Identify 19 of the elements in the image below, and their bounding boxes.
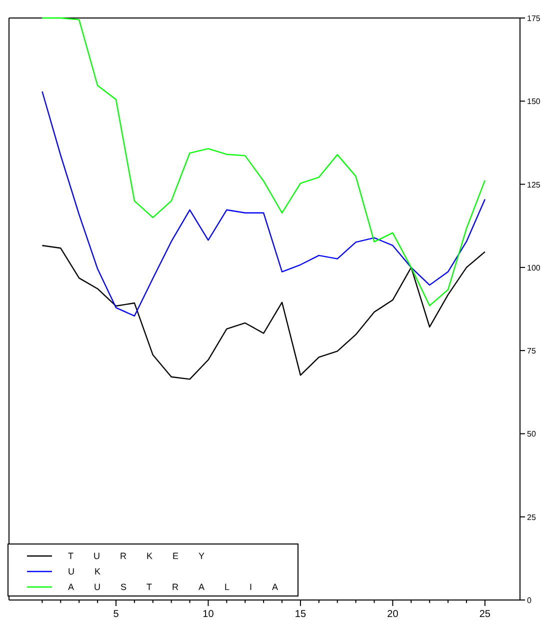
y-tick-label: 0: [527, 596, 532, 605]
y-tick-label: 75: [527, 346, 536, 356]
y-tick-label: 50: [527, 430, 536, 439]
x-tick-label: 5: [113, 609, 120, 620]
line-series: [42, 17, 486, 306]
x-tick-label: 10: [202, 609, 214, 620]
legend-label: TURKEY: [68, 551, 225, 561]
y-tick-label: 175: [527, 14, 541, 23]
x-tick-label: 20: [387, 609, 399, 620]
y-tick-label: 125: [527, 180, 541, 190]
y-tick-label: 100: [527, 263, 541, 272]
y-tick-label: 150: [527, 97, 541, 106]
y-tick-label: 25: [527, 512, 536, 522]
line-series: [42, 244, 486, 380]
legend-label: AUSTRALIA: [68, 582, 298, 592]
line-series: [42, 90, 486, 317]
legend-label: UK: [68, 566, 121, 576]
x-tick-label: 25: [479, 609, 491, 620]
x-tick-label: 15: [294, 609, 306, 620]
